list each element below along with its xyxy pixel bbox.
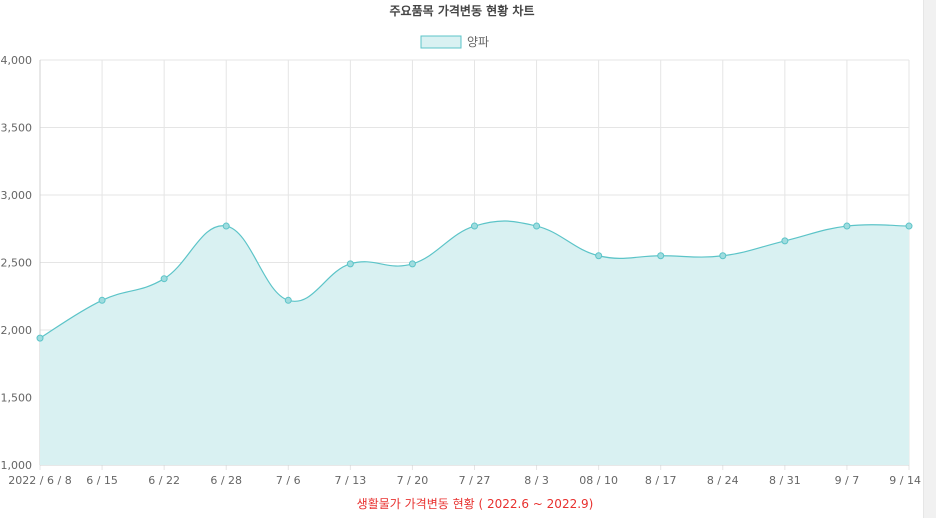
data-point[interactable] bbox=[657, 252, 665, 260]
point-layer bbox=[36, 222, 913, 342]
x-tick-label: 7 / 27 bbox=[459, 474, 491, 487]
x-tick-label: 9 / 14 bbox=[889, 474, 921, 487]
x-tick-label: 7 / 20 bbox=[397, 474, 429, 487]
data-point[interactable] bbox=[533, 222, 541, 230]
data-point[interactable] bbox=[781, 237, 789, 245]
y-tick-label: 4,000 bbox=[1, 54, 33, 67]
legend[interactable]: 양파 bbox=[420, 35, 489, 49]
x-tick-label: 6 / 22 bbox=[148, 474, 180, 487]
vertical-scrollbar[interactable] bbox=[923, 0, 936, 518]
data-point[interactable] bbox=[595, 252, 603, 260]
y-tick-label: 2,500 bbox=[1, 257, 33, 270]
x-tick-label: 8 / 17 bbox=[645, 474, 677, 487]
x-tick-label: 7 / 13 bbox=[335, 474, 367, 487]
y-tick-label: 1,500 bbox=[1, 392, 33, 405]
x-tick-label: 8 / 3 bbox=[524, 474, 549, 487]
x-tick-label: 2022 / 6 / 8 bbox=[8, 474, 71, 487]
legend-swatch[interactable] bbox=[420, 35, 462, 49]
legend-label[interactable]: 양파 bbox=[467, 35, 489, 49]
data-point[interactable] bbox=[408, 260, 416, 268]
chart-title: 주요품목 가격변동 현황 차트 bbox=[389, 3, 534, 18]
series-line bbox=[39, 220, 910, 339]
data-point[interactable] bbox=[284, 296, 292, 304]
series-area-fill bbox=[40, 220, 909, 465]
data-point[interactable] bbox=[160, 275, 168, 283]
y-tick-label: 3,000 bbox=[1, 189, 33, 202]
data-point[interactable] bbox=[843, 222, 851, 230]
area-layer bbox=[39, 220, 910, 465]
x-tick-label: 7 / 6 bbox=[276, 474, 301, 487]
data-point[interactable] bbox=[222, 222, 230, 230]
x-tick-label: 8 / 31 bbox=[769, 474, 801, 487]
y-tick-label: 3,500 bbox=[1, 122, 33, 135]
data-point[interactable] bbox=[346, 260, 354, 268]
x-axis-ticks: 2022 / 6 / 8 6 / 15 6 / 22 6 / 28 7 / 6 7 / 1… bbox=[8, 474, 921, 487]
y-tick-label: 2,000 bbox=[1, 324, 33, 337]
x-tick-label: 8 / 24 bbox=[707, 474, 739, 487]
x-tick-label: 08 / 10 bbox=[579, 474, 618, 487]
y-tick-label: 1,000 bbox=[1, 459, 33, 472]
x-tick-label: 6 / 15 bbox=[86, 474, 118, 487]
x-tick-label: 9 / 7 bbox=[835, 474, 860, 487]
x-tick-label: 6 / 28 bbox=[210, 474, 242, 487]
y-axis-ticks: 1,000 1,500 2,000 2,500 3,000 3,500 4,000 bbox=[1, 54, 33, 472]
data-point[interactable] bbox=[905, 222, 913, 230]
data-point[interactable] bbox=[719, 252, 727, 260]
data-point[interactable] bbox=[98, 296, 106, 304]
data-point[interactable] bbox=[471, 222, 478, 230]
x-axis-label: 생활물가 가격변동 현황 ( 2022.6 ~ 2022.9) bbox=[357, 497, 594, 511]
data-point[interactable] bbox=[36, 334, 44, 342]
